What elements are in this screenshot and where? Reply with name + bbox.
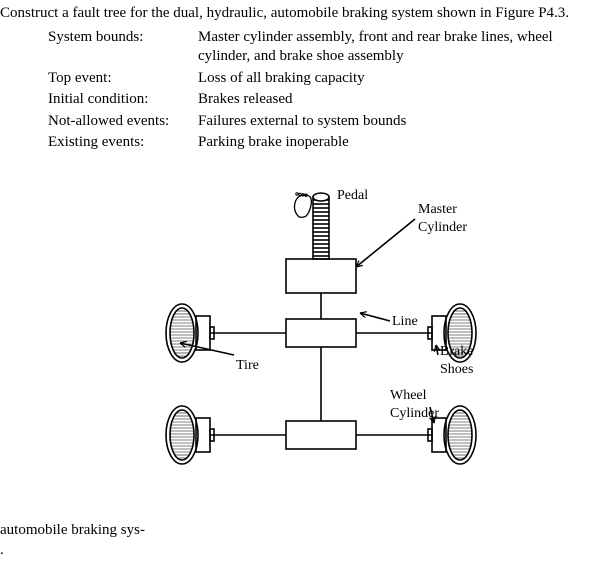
def-value: Loss of all braking capacity (198, 69, 584, 89)
label-brake: Brake Shoes (440, 343, 473, 379)
label-wheelc: Wheel Cylinder (390, 387, 439, 423)
def-label: Not-allowed events: (48, 112, 198, 132)
def-row: Not-allowed events: Failures external to… (48, 112, 584, 132)
braking-system-diagram: Pedal Master Cylinder Line Tire Brake Sh… (0, 171, 584, 471)
label-tire: Tire (236, 357, 259, 375)
def-label: Existing events: (48, 133, 198, 153)
def-row: System bounds: Master cylinder assembly,… (48, 28, 584, 67)
def-row: Existing events: Parking brake inoperabl… (48, 133, 584, 153)
def-value: Failures external to system bounds (198, 112, 584, 132)
figure-caption-fragment: automobile braking sys- . (0, 521, 145, 560)
label-master: Master Cylinder (418, 201, 467, 237)
label-pedal: Pedal (337, 187, 368, 205)
def-row: Top event: Loss of all braking capacity (48, 69, 584, 89)
label-line: Line (392, 313, 418, 331)
def-row: Initial condition: Brakes released (48, 90, 584, 110)
def-label: Initial condition: (48, 90, 198, 110)
def-label: System bounds: (48, 28, 198, 67)
def-value: Brakes released (198, 90, 584, 110)
def-label: Top event: (48, 69, 198, 89)
def-value: Master cylinder assembly, front and rear… (198, 28, 584, 67)
intro-text: Construct a fault tree for the dual, hyd… (0, 4, 584, 24)
def-value: Parking brake inoperable (198, 133, 584, 153)
definitions-block: System bounds: Master cylinder assembly,… (48, 28, 584, 153)
